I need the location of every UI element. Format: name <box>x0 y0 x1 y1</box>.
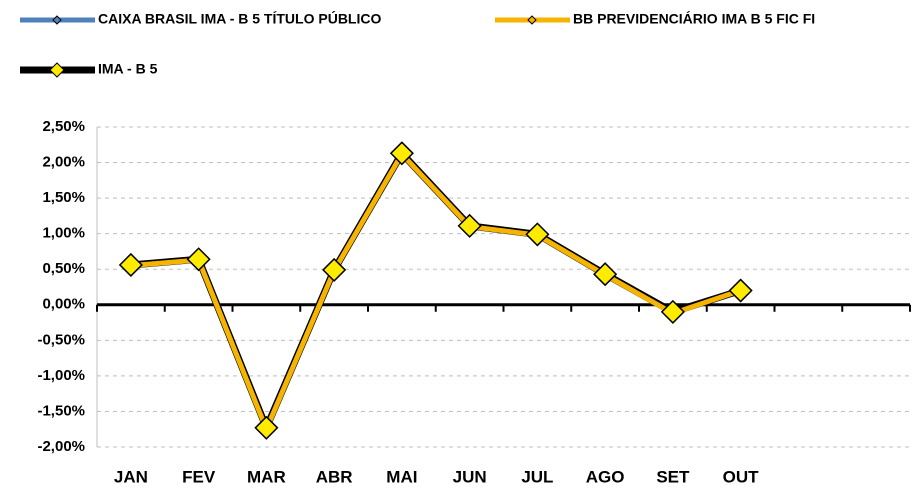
x-tick-label: JAN <box>114 467 148 486</box>
y-tick-label: 0,50% <box>42 260 85 277</box>
y-tick-label: -2,00% <box>37 438 85 455</box>
marker <box>660 299 685 324</box>
marker <box>186 247 211 272</box>
x-tick-label: SET <box>656 467 690 486</box>
series-line <box>130 149 742 432</box>
legend-label: CAIXA BRASIL IMA - B 5 TÍTULO PÚBLICO <box>98 10 381 27</box>
y-tick-label: -1,50% <box>37 402 85 419</box>
marker <box>525 222 550 247</box>
series-line <box>130 151 742 432</box>
legend-label: BB PREVIDENCIÁRIO IMA B 5 FIC FI <box>573 11 815 27</box>
legend-marker <box>527 15 537 25</box>
x-tick-label: ABR <box>316 467 353 486</box>
y-tick-label: -1,00% <box>37 367 85 384</box>
marker <box>118 252 143 278</box>
x-tick-label: MAI <box>386 467 417 486</box>
legend-marker <box>52 15 62 25</box>
y-tick-label: -0,50% <box>37 331 85 348</box>
y-tick-label: 1,00% <box>42 225 85 242</box>
marker <box>728 278 753 303</box>
y-tick-label: 0,00% <box>42 296 85 313</box>
x-tick-label: AGO <box>586 467 625 486</box>
marker <box>389 141 414 166</box>
marker <box>593 262 618 287</box>
legend-marker <box>49 62 65 78</box>
marker <box>457 213 482 238</box>
x-tick-label: JUN <box>453 467 487 486</box>
marker <box>254 415 279 440</box>
x-tick-label: FEV <box>182 467 216 486</box>
series-line <box>130 151 742 432</box>
x-tick-label: MAR <box>247 467 286 486</box>
y-tick-label: 2,50% <box>42 118 85 135</box>
legend-label: IMA - B 5 <box>98 61 158 77</box>
x-tick-label: JUL <box>521 467 553 486</box>
y-tick-label: 2,00% <box>42 154 85 171</box>
y-tick-label: 1,50% <box>42 189 85 206</box>
x-tick-label: OUT <box>723 467 760 486</box>
marker <box>322 257 347 282</box>
